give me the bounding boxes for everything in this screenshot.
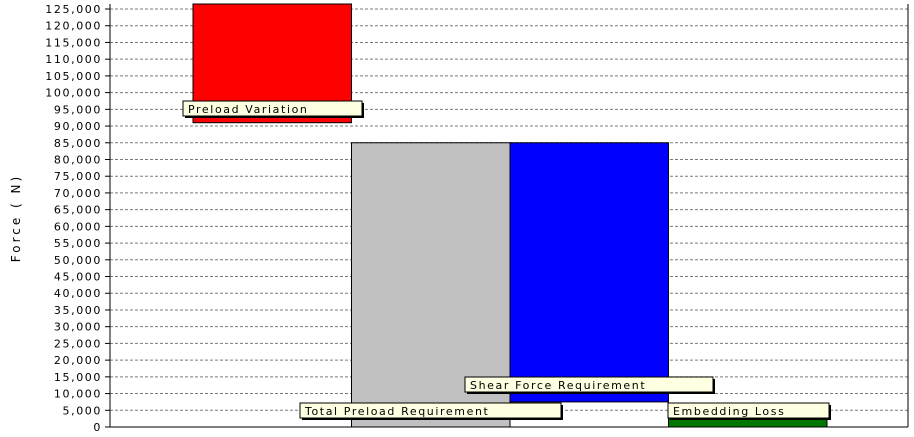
y-tick-label: 30,000 — [54, 321, 102, 334]
y-tick-label: 5,000 — [63, 404, 103, 417]
preload-variation-callout: Preload Variation — [182, 100, 364, 118]
y-tick-label: 70,000 — [54, 187, 102, 200]
bars — [192, 3, 828, 428]
y-tick-label: 0 — [93, 421, 102, 434]
y-tick-label: 120,000 — [45, 20, 102, 33]
preload-variation-label: Preload Variation — [188, 103, 309, 116]
axes — [109, 4, 909, 428]
y-tick-label: 90,000 — [54, 120, 102, 133]
y-tick-label: 10,000 — [54, 388, 102, 401]
callout-box — [299, 402, 562, 419]
y-tick-label: 50,000 — [54, 254, 102, 267]
y-tick-label: 80,000 — [54, 153, 102, 166]
y-tick-label: 45,000 — [54, 271, 102, 284]
y-tick-label: 65,000 — [54, 204, 102, 217]
y-tick-label: 60,000 — [54, 220, 102, 233]
callout-box — [182, 100, 363, 117]
y-tick-label: 95,000 — [54, 103, 102, 116]
y-tick-label: 15,000 — [54, 371, 102, 384]
embedding-loss-label: Embedding Loss — [673, 405, 785, 418]
y-tick-label: 125,000 — [45, 3, 102, 16]
total-preload-requirement-label: Total Preload Requirement — [304, 405, 489, 418]
y-tick-label: 85,000 — [54, 137, 102, 150]
y-tick-label: 25,000 — [54, 337, 102, 350]
bar-callouts: Preload Variation Total Preload Requireme… — [182, 100, 831, 420]
y-tick-label: 55,000 — [54, 237, 102, 250]
y-tick-label: 115,000 — [45, 36, 102, 49]
shear-force-requirement-bar — [509, 142, 669, 403]
y-tick-label: 40,000 — [54, 287, 102, 300]
y-tick-label: 35,000 — [54, 304, 102, 317]
y-tick-label: 20,000 — [54, 354, 102, 367]
shear-force-requirement-label: Shear Force Requirement — [470, 379, 646, 392]
y-tick-label: 105,000 — [45, 70, 102, 83]
y-axis-title: Force ( N) — [9, 174, 23, 262]
callout-box — [464, 376, 714, 393]
callout-box — [667, 402, 830, 419]
embedding-loss-callout: Embedding Loss — [667, 402, 831, 420]
y-tick-label: 75,000 — [54, 170, 102, 183]
y-tick-labels: 0 5,000 10,000 15,000 20,000 25,000 30,000 35,0… — [45, 3, 110, 434]
total-preload-requirement-callout: Total Preload Requirement — [299, 402, 563, 420]
shear-force-requirement-callout: Shear Force Requirement — [464, 376, 715, 394]
y-tick-label: 100,000 — [45, 87, 102, 100]
y-tick-label: 110,000 — [45, 53, 102, 66]
